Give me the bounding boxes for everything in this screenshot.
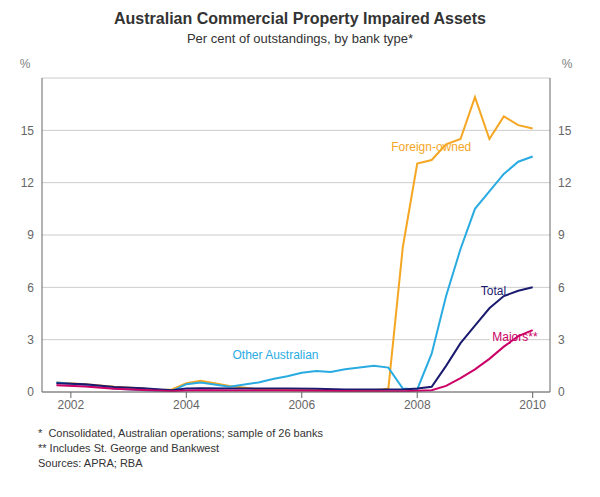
svg-text:0: 0	[27, 385, 34, 399]
svg-text:2002: 2002	[58, 398, 85, 412]
svg-text:%: %	[562, 57, 573, 71]
svg-text:12: 12	[21, 176, 35, 190]
svg-text:6: 6	[27, 281, 34, 295]
svg-text:15: 15	[21, 124, 35, 138]
svg-text:2004: 2004	[173, 398, 200, 412]
html-text:* Consolidated, Australian ope: * Consolidated, Australian operations; s…	[38, 427, 323, 439]
svg-text:Total: Total	[481, 284, 506, 298]
html-text:** Includes St. George and Ban: ** Includes St. George and Bankwest	[38, 442, 219, 454]
html-text:Per cent of outstandings, by b: Per cent of outstandings, by bank type*	[186, 31, 414, 46]
svg-text:9: 9	[558, 228, 565, 242]
html-text:Australian Commercial Property: Australian Commercial Property Impaired …	[114, 10, 486, 27]
svg-text:15: 15	[558, 124, 572, 138]
svg-text:2010: 2010	[519, 398, 546, 412]
svg-text:2006: 2006	[288, 398, 315, 412]
svg-text:Majors**: Majors**	[492, 330, 538, 344]
svg-text:0: 0	[558, 385, 565, 399]
svg-text:9: 9	[27, 228, 34, 242]
svg-text:Other Australian: Other Australian	[233, 348, 319, 362]
html-text:Sources: APRA; RBA: Sources: APRA; RBA	[38, 457, 143, 469]
svg-text:12: 12	[558, 176, 572, 190]
svg-text:2008: 2008	[404, 398, 431, 412]
svg-text:%: %	[20, 57, 31, 71]
svg-text:Foreign-owned: Foreign-owned	[391, 140, 471, 154]
svg-text:3: 3	[558, 333, 565, 347]
svg-text:6: 6	[558, 281, 565, 295]
svg-text:3: 3	[27, 333, 34, 347]
